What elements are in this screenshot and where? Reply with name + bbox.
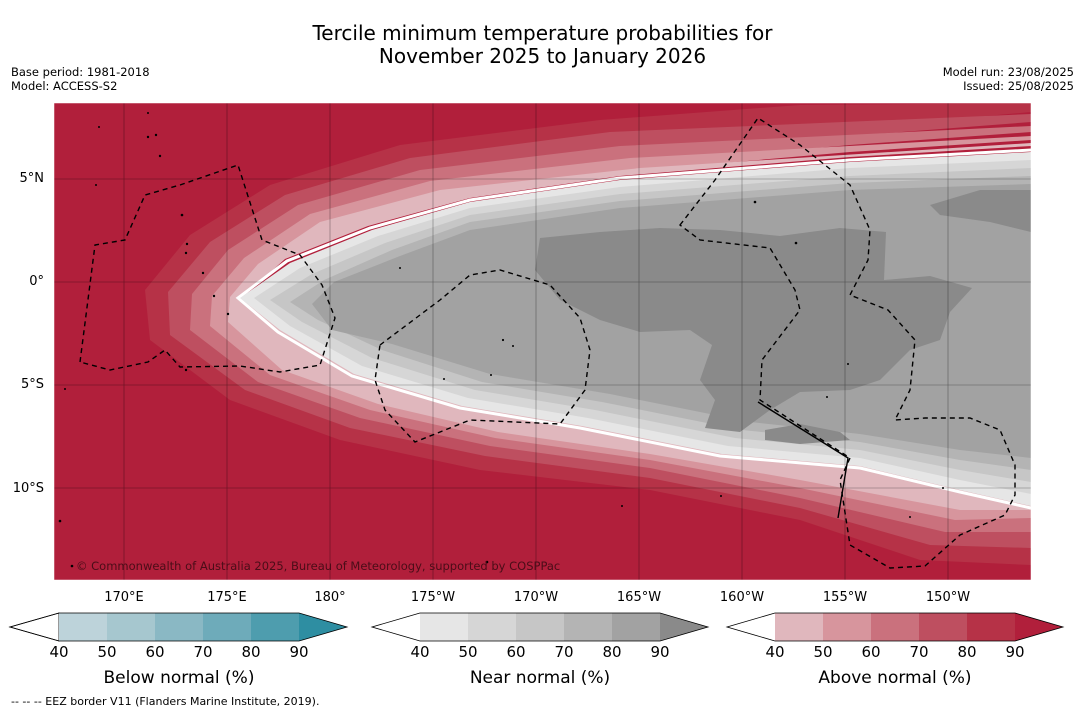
below-swatch-80 [251,613,299,641]
issued-date: Issued: 25/08/2025 [963,79,1074,93]
below-tick-40: 40 [49,643,69,661]
near-90-patch-3 [765,424,850,444]
above-under-triangle [727,613,775,641]
lat-label-0: 0° [29,274,44,289]
eez-borders [79,117,1016,569]
eez-phoenix [374,269,591,443]
copyright-notice: © Commonwealth of Australia 2025, Bureau… [76,559,560,573]
map-title: Tercile minimum temperature probabilitie… [0,22,1085,68]
above-over-triangle [1015,613,1063,641]
near-swatch-40 [420,613,468,641]
below-tick-50: 50 [97,643,117,661]
below-tick-70: 70 [193,643,213,661]
near-tick-90: 90 [650,643,670,661]
lon-label-155w: 155°W [822,590,868,605]
below-tick-60: 60 [145,643,165,661]
lat-label-5s: 5°S [20,377,44,392]
model-run: Model run: 23/08/2025 [942,65,1074,79]
below-swatch-70 [203,613,251,641]
near-swatch-60 [516,613,564,641]
above-tick-80: 80 [957,643,977,661]
eez-line-islands [679,117,1016,569]
above-swatch-80 [967,613,1015,641]
base-period: Base period: 1981-2018 [11,65,150,79]
near-swatch-50 [468,613,516,641]
above-swatch-70 [919,613,967,641]
meta-left: Base period: 1981-2018 Model: ACCESS-S2 [11,65,150,93]
above-tick-60: 60 [861,643,881,661]
legend-title-near: Near normal (%) [469,668,611,688]
below-under-triangle [8,612,60,642]
lon-label-150w: 150°W [925,590,971,605]
lon-label-180: 180° [314,590,346,605]
above-tick-40: 40 [765,643,785,661]
colorbar-below [8,612,349,642]
below-tick-90: 90 [289,643,309,661]
title-line-1: Tercile minimum temperature probabilitie… [312,21,773,45]
title-line-2: November 2025 to January 2026 [378,44,707,68]
above-tick-70: 70 [909,643,929,661]
near-under-triangle [372,613,420,641]
boundary-segment [757,401,849,519]
islands [58,112,944,568]
below-swatch-40 [59,613,107,641]
near-tick-50: 50 [458,643,478,661]
above-tick-90: 90 [1005,643,1025,661]
tercile-boundary [235,148,1031,510]
lat-label-5n: 5°N [19,171,45,186]
legend-title-above: Above normal (%) [818,668,972,688]
map-frame [53,102,1032,581]
lon-label-170e: 170°E [104,590,144,605]
lat-label-10s: 10°S [12,481,44,496]
lon-label-175e: 175°E [207,590,247,605]
above-tick-50: 50 [813,643,833,661]
near-swatch-80 [612,613,660,641]
colorbar-near [370,612,710,642]
near-over-triangle [660,613,708,641]
near-tick-80: 80 [602,643,622,661]
below-swatch-50 [107,613,155,641]
probability-field: © Commonwealth of Australia 2025, Bureau… [54,103,1031,580]
near-tick-70: 70 [554,643,574,661]
lon-label-175w: 175°W [410,590,456,605]
lon-label-170w: 170°W [513,590,559,605]
graticule [54,103,1031,580]
near-tick-40: 40 [410,643,430,661]
below-over-triangle [299,613,347,641]
colorbar-above [725,612,1065,642]
lon-label-160w: 160°W [719,590,765,605]
meta-right: Model run: 23/08/2025 Issued: 25/08/2025 [943,65,1074,93]
legend-title-below: Below normal (%) [103,668,255,688]
eez-footnote: -- -- -- EEZ border V11 (Flanders Marine… [11,695,320,708]
lon-label-165w: 165°W [616,590,662,605]
model-name: Model: ACCESS-S2 [11,79,118,93]
above-swatch-40 [775,613,823,641]
eez-tuvalu [79,164,336,373]
below-tick-80: 80 [241,643,261,661]
above-swatch-60 [871,613,919,641]
near-90-patch-2 [930,190,1031,232]
below-swatch-60 [155,613,203,641]
near-tick-60: 60 [506,643,526,661]
near-90-patch-1 [535,228,972,432]
above-swatch-50 [823,613,871,641]
near-swatch-70 [564,613,612,641]
